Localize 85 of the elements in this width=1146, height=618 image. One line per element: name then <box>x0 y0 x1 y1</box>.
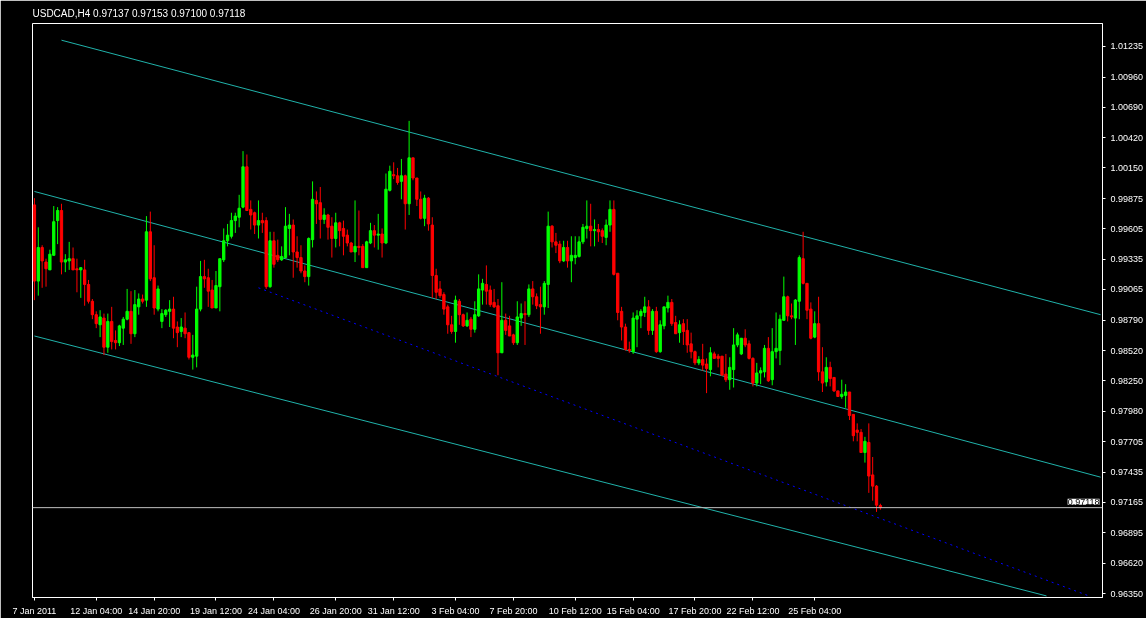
candlestick <box>681 318 686 346</box>
y-tick-label: 0.96895 <box>1110 527 1144 538</box>
candlestick <box>465 311 469 328</box>
candlestick <box>484 264 489 306</box>
candlestick <box>337 221 342 247</box>
y-tick-label: 1.00420 <box>1110 132 1144 143</box>
x-tick-label: 22 Feb 12:00 <box>726 605 780 616</box>
candlestick <box>755 362 759 387</box>
x-tick-label: 7 Jan 2011 <box>12 605 57 616</box>
candlestick <box>813 310 817 339</box>
candlestick <box>469 316 473 338</box>
y-tick-label: 0.96350 <box>1110 588 1144 599</box>
x-tick-label: 14 Jan 20:00 <box>128 605 181 616</box>
x-tick-label: 31 Jan 12:00 <box>367 605 420 616</box>
candlestick <box>569 235 574 283</box>
y-tick-label: 0.99335 <box>1110 254 1144 265</box>
y-tick-label: 1.00690 <box>1110 102 1144 113</box>
y-tick-label: 1.00960 <box>1110 72 1144 83</box>
candlestick <box>322 207 326 225</box>
y-tick-label: 0.98250 <box>1110 375 1144 386</box>
candlestick <box>523 300 527 346</box>
candlestick <box>585 199 589 240</box>
y-tick-label: 0.97165 <box>1110 497 1144 508</box>
x-tick-label: 12 Jan 04:00 <box>70 605 123 616</box>
candlestick <box>202 259 207 289</box>
candlestick <box>650 308 655 336</box>
candlestick <box>863 436 867 464</box>
candlestick <box>79 267 83 299</box>
candlestick <box>40 244 44 289</box>
candlestick <box>179 317 183 338</box>
candlestick <box>376 213 380 251</box>
y-tick-label: 0.97980 <box>1110 406 1144 417</box>
candlestick <box>380 227 384 259</box>
x-tick-label: 17 Feb 20:00 <box>668 605 722 616</box>
candlestick <box>98 309 102 338</box>
x-tick-label: 19 Jan 12:00 <box>189 605 243 616</box>
candlestick <box>330 216 334 259</box>
ref-line-label: 0.97118 <box>1067 496 1100 507</box>
y-tick-label: 0.98520 <box>1110 345 1144 356</box>
candlestick <box>67 241 71 271</box>
candlestick <box>531 280 535 306</box>
candlestick <box>724 353 728 383</box>
y-tick-label: 0.99065 <box>1110 284 1144 295</box>
candlestick <box>353 199 357 263</box>
candlestick <box>129 290 133 345</box>
candlestick <box>824 356 828 387</box>
y-tick-label: 0.97435 <box>1110 467 1144 478</box>
candlestick <box>677 319 682 344</box>
candlestick <box>75 258 79 293</box>
candlestick <box>314 190 319 225</box>
candlestick <box>504 313 508 336</box>
candlestick <box>646 299 651 336</box>
x-tick-label: 24 Jan 04:00 <box>247 605 300 616</box>
candlestick <box>843 383 848 409</box>
x-tick-label: 25 Feb 04:00 <box>788 605 842 616</box>
chart-title: USDCAD,H4 0.97137 0.97153 0.97100 0.97118 <box>32 7 246 19</box>
candlestick <box>334 212 338 248</box>
candlestick <box>704 357 709 394</box>
candlestick <box>229 212 234 240</box>
candlestick <box>786 295 790 322</box>
candlestick <box>685 318 689 354</box>
x-tick-label: 7 Feb 20:00 <box>489 605 538 616</box>
y-tick-label: 0.99605 <box>1110 223 1144 234</box>
x-tick-label: 15 Feb 04:00 <box>606 605 660 616</box>
y-tick-label: 1.01235 <box>1110 41 1144 52</box>
candlestick <box>573 235 577 265</box>
y-tick-label: 1.00150 <box>1110 162 1144 173</box>
candlestick <box>82 259 87 307</box>
x-tick-label: 26 Jan 20:00 <box>309 605 362 616</box>
x-tick-label: 10 Feb 12:00 <box>548 605 602 616</box>
candlestick <box>762 344 767 378</box>
candlestick <box>318 186 322 240</box>
candlestick <box>422 194 427 227</box>
y-tick-label: 0.97705 <box>1110 436 1144 447</box>
y-tick-label: 0.98790 <box>1110 315 1144 326</box>
candlestick <box>287 213 292 256</box>
candlestick <box>272 231 276 269</box>
candlestick <box>171 296 176 339</box>
x-tick-label: 3 Feb 04:00 <box>431 605 480 616</box>
candlestick <box>156 285 160 312</box>
y-tick-label: 0.99875 <box>1110 193 1144 204</box>
candlestick <box>110 306 114 350</box>
y-tick-label: 0.96620 <box>1110 558 1144 569</box>
candlestick <box>276 239 280 263</box>
candlestick <box>160 308 164 329</box>
